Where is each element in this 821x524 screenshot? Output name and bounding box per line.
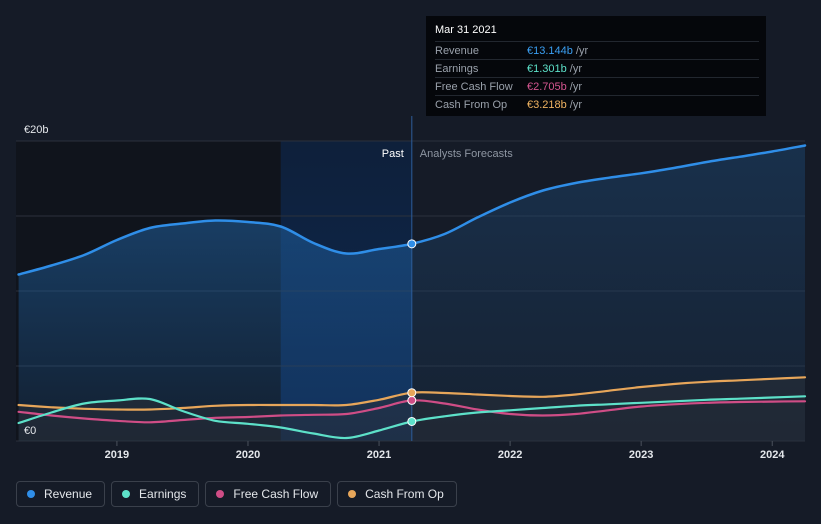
revenue-area-forecast [411,145,805,441]
legend-item-earnings[interactable]: Earnings [111,481,200,507]
x-tick-label: 2023 [629,449,653,461]
legend-dot-icon [27,490,35,498]
tooltip-date: Mar 31 2021 [435,24,497,36]
forecast-label: Analysts Forecasts [420,148,513,160]
tooltip-row: Cash From Op €3.218b/yr [435,95,759,113]
tooltip-value: €1.301b [527,62,567,75]
tooltip-unit: /yr [569,98,582,111]
tooltip-label: Cash From Op [435,98,508,111]
legend-label: Revenue [44,487,93,501]
tooltip-unit: /yr [569,62,582,75]
legend-dot-icon [348,490,357,498]
tooltip-row: Free Cash Flow €2.705b/yr [435,77,759,95]
tooltip-label: Revenue [435,44,480,57]
past-label: Past [382,148,404,160]
tooltip-row: Earnings €1.301b/yr [435,59,759,77]
revenue-area [18,220,412,441]
legend-label: Earnings [139,487,187,501]
marker-cash-from-op [407,388,417,398]
x-tick-label: 2024 [760,449,785,461]
legend-item-revenue[interactable]: Revenue [16,481,106,507]
tooltip-unit: /yr [569,80,582,93]
legend-label: Cash From Op [365,487,444,501]
marker-free-cash-flow [407,395,417,405]
legend: Revenue Earnings Free Cash Flow Cash From O… [16,481,457,509]
tooltip-value: €13.144b [527,44,573,57]
x-tick-label: 2022 [498,449,522,461]
legend-item-free-cash-flow[interactable]: Free Cash Flow [205,481,332,507]
tooltip-label: Free Cash Flow [435,80,513,93]
tooltip-unit: /yr [575,44,589,57]
tooltip-row: Revenue €13.144b/yr [435,41,759,59]
x-tick-label: 2020 [236,449,260,461]
tooltip: Mar 31 2021 Revenue €13.144b/yr Earnings €1… [426,16,766,116]
x-tick-label: 2021 [367,449,391,461]
y-axis-label-bottom: €0 [24,425,36,437]
tooltip-value: €3.218b [527,98,567,111]
legend-dot-icon [216,490,225,498]
marker-revenue [407,239,417,249]
marker-earnings [407,416,417,426]
tooltip-value: €2.705b [527,80,567,93]
tooltip-label: Earnings [435,62,479,75]
y-axis-label-top: €20b [24,124,48,136]
legend-label: Free Cash Flow [233,487,319,501]
x-tick-label: 2019 [105,449,129,461]
legend-dot-icon [122,490,131,498]
legend-item-cash-from-op[interactable]: Cash From Op [337,481,457,507]
